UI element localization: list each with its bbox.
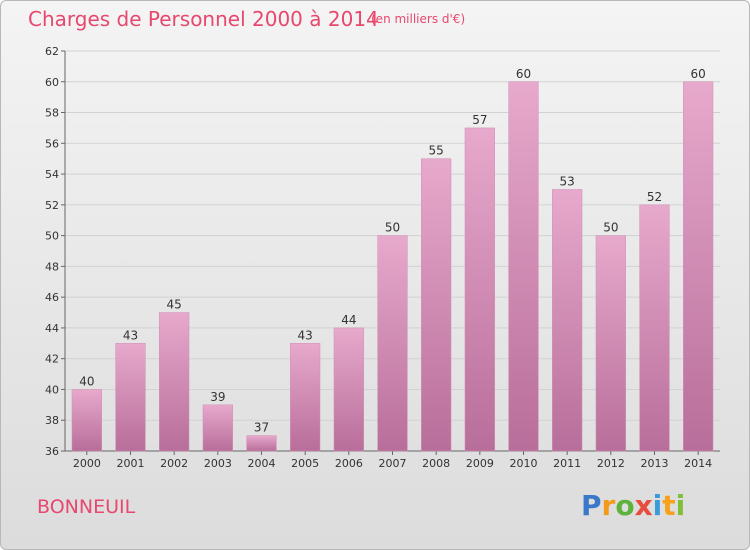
- bar-2013: [639, 204, 670, 452]
- commune-name: BONNEUIL: [37, 496, 136, 518]
- x-tick-label: 2006: [335, 457, 363, 470]
- y-tick-label: 48: [45, 260, 59, 273]
- bar-2003: [202, 404, 233, 452]
- chart-unit-note: (en milliers d'€): [371, 12, 466, 26]
- logo-letter: t: [662, 489, 676, 522]
- y-tick-label: 54: [45, 168, 59, 181]
- bar-2000: [71, 389, 102, 452]
- data-label: 43: [123, 328, 138, 342]
- x-tick-label: 2007: [379, 457, 407, 470]
- logo-letter: r: [601, 489, 616, 522]
- y-tick-label: 56: [45, 137, 59, 150]
- bar-2006: [333, 327, 364, 452]
- x-tick-label: 2005: [291, 457, 319, 470]
- x-tick-label: 2012: [597, 457, 625, 470]
- y-tick-label: 52: [45, 199, 59, 212]
- data-label: 52: [647, 190, 662, 204]
- data-label: 55: [429, 144, 444, 158]
- x-tick-label: 2013: [641, 457, 669, 470]
- bar-2011: [552, 189, 583, 452]
- data-label: 57: [472, 113, 487, 127]
- x-tick-label: 2010: [510, 457, 538, 470]
- x-tick-label: 2002: [160, 457, 188, 470]
- y-tick-label: 36: [45, 445, 59, 458]
- chart-title: Charges de Personnel 2000 à 2014: [28, 7, 379, 31]
- y-tick-label: 62: [45, 45, 59, 58]
- bar-2005: [290, 343, 321, 452]
- data-label: 45: [167, 298, 182, 312]
- bar-2012: [595, 235, 626, 452]
- logo-letter: x: [634, 489, 653, 522]
- y-tick-label: 46: [45, 291, 59, 304]
- x-tick-label: 2004: [248, 457, 276, 470]
- logo-letter: i: [675, 489, 686, 522]
- data-label: 60: [516, 67, 531, 81]
- bar-2008: [421, 158, 452, 452]
- x-tick-label: 2003: [204, 457, 232, 470]
- bar-2001: [115, 343, 146, 452]
- y-tick-label: 58: [45, 107, 59, 120]
- x-tick-label: 2009: [466, 457, 494, 470]
- data-label: 44: [341, 313, 356, 327]
- logo-letter: i: [652, 489, 663, 522]
- data-label: 50: [385, 221, 400, 235]
- bar-2010: [508, 81, 539, 452]
- x-tick-label: 2008: [422, 457, 450, 470]
- data-label: 60: [691, 67, 706, 81]
- data-label: 39: [210, 390, 225, 404]
- logo-letter: o: [615, 489, 635, 522]
- y-tick-label: 50: [45, 230, 59, 243]
- y-tick-label: 40: [45, 383, 59, 396]
- x-tick-label: 2014: [684, 457, 712, 470]
- x-tick-label: 2011: [553, 457, 581, 470]
- x-tick-label: 2001: [117, 457, 145, 470]
- bar-2014: [683, 81, 714, 452]
- bar-2004: [246, 435, 277, 452]
- x-tick-label: 2000: [73, 457, 101, 470]
- y-tick-label: 42: [45, 353, 59, 366]
- data-label: 50: [603, 221, 618, 235]
- logo-letter: P: [581, 489, 602, 522]
- bar-2009: [464, 127, 495, 452]
- proxiti-logo: Proxiti: [581, 489, 685, 522]
- data-label: 43: [298, 328, 313, 342]
- data-label: 53: [560, 174, 575, 188]
- data-label: 40: [79, 374, 94, 388]
- y-tick-label: 44: [45, 322, 59, 335]
- y-tick-label: 38: [45, 414, 59, 427]
- data-label: 37: [254, 421, 269, 435]
- bar-2007: [377, 235, 408, 452]
- y-tick-label: 60: [45, 76, 59, 89]
- bar-2002: [159, 312, 190, 452]
